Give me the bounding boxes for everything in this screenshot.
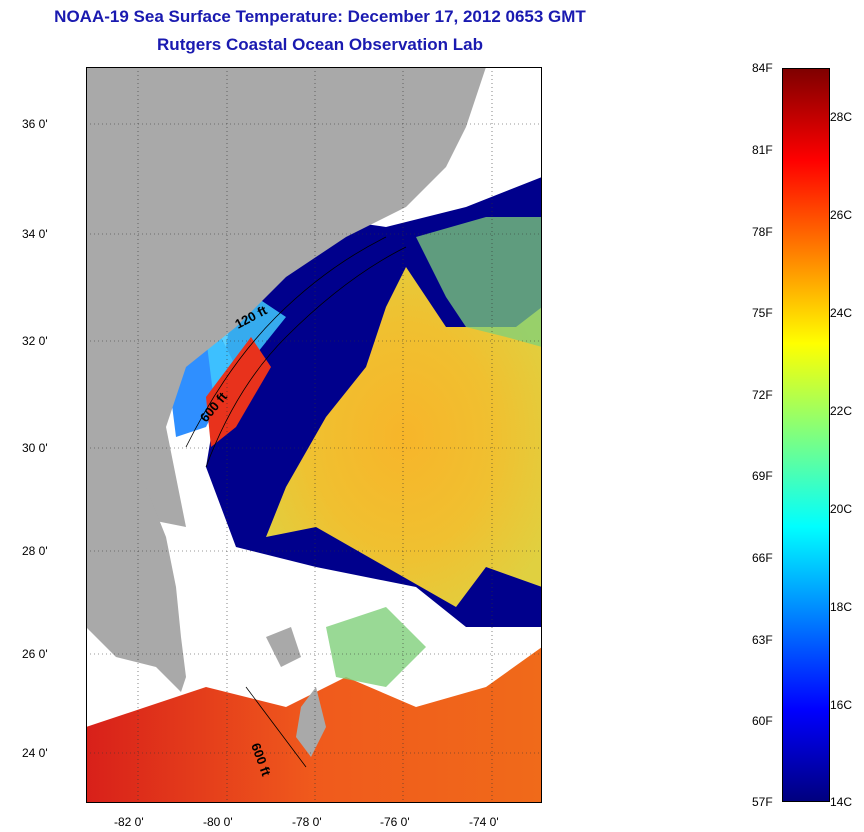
colorbar-c-18: 18C (830, 600, 853, 614)
map-frame (86, 67, 542, 803)
graticule (86, 67, 542, 803)
lon-tick-78: -78 0' (292, 815, 322, 829)
colorbar-c-16: 16C (830, 698, 853, 712)
land-carolinas (86, 67, 486, 527)
colorbar-f-78: 78F (752, 225, 773, 239)
lat-tick-26: 26 0' (22, 647, 48, 661)
colorbar-c-28: 28C (830, 110, 853, 124)
lon-tick-74: -74 0' (469, 815, 499, 829)
colorbar-f-63: 63F (752, 633, 773, 647)
colorbar-f-84: 84F (752, 61, 773, 75)
map-title: NOAA-19 Sea Surface Temperature: Decembe… (54, 7, 586, 26)
lat-tick-30: 30 0' (22, 441, 48, 455)
colorbar-f-81: 81F (752, 143, 773, 157)
mixed-water (416, 217, 542, 347)
colorbar-f-72: 72F (752, 388, 773, 402)
lon-tick-82: -82 0' (114, 815, 144, 829)
colorbar-f-66: 66F (752, 551, 773, 565)
isobath-line-3 (245, 686, 307, 768)
isobath-line-2 (205, 246, 407, 468)
land-bahamas (266, 627, 301, 667)
colorbar-c-24: 24C (830, 306, 853, 320)
warm-water (266, 267, 542, 607)
bahamas-water (326, 607, 426, 687)
lon-tick-76: -76 0' (380, 815, 410, 829)
lat-tick-32: 32 0' (22, 334, 48, 348)
lat-tick-24: 24 0' (22, 746, 48, 760)
land-florida (86, 487, 186, 692)
lat-tick-36: 36 0' (22, 117, 48, 131)
lon-tick-80: -80 0' (203, 815, 233, 829)
colorbar-c-26: 26C (830, 208, 853, 222)
isobath-line (185, 236, 387, 448)
gulf-stream-edge (206, 337, 271, 447)
colorbar-f-75: 75F (752, 306, 773, 320)
colorbar-f-69: 69F (752, 469, 773, 483)
lat-tick-34: 34 0' (22, 227, 48, 241)
colorbar-f-60: 60F (752, 714, 773, 728)
colorbar (782, 68, 830, 802)
sst-map: 120 ft 600 ft 600 ft (86, 67, 542, 803)
map-subtitle: Rutgers Coastal Ocean Observation Lab (157, 35, 483, 54)
lat-tick-28: 28 0' (22, 544, 48, 558)
colorbar-f-57: 57F (752, 795, 773, 809)
colorbar-c-20: 20C (830, 502, 853, 516)
colorbar-c-14: 14C (830, 795, 853, 809)
colorbar-c-22: 22C (830, 404, 853, 418)
land-andros (296, 687, 326, 757)
